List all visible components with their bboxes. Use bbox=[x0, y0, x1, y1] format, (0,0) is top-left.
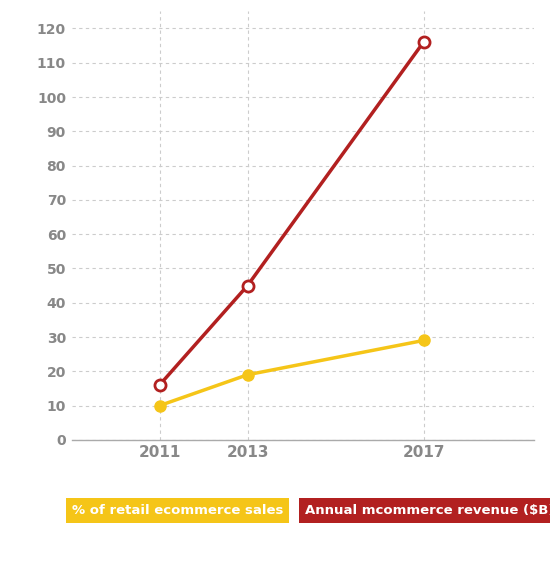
Text: Annual mcommerce revenue ($B): Annual mcommerce revenue ($B) bbox=[305, 504, 550, 517]
Text: % of retail ecommerce sales: % of retail ecommerce sales bbox=[72, 504, 283, 517]
